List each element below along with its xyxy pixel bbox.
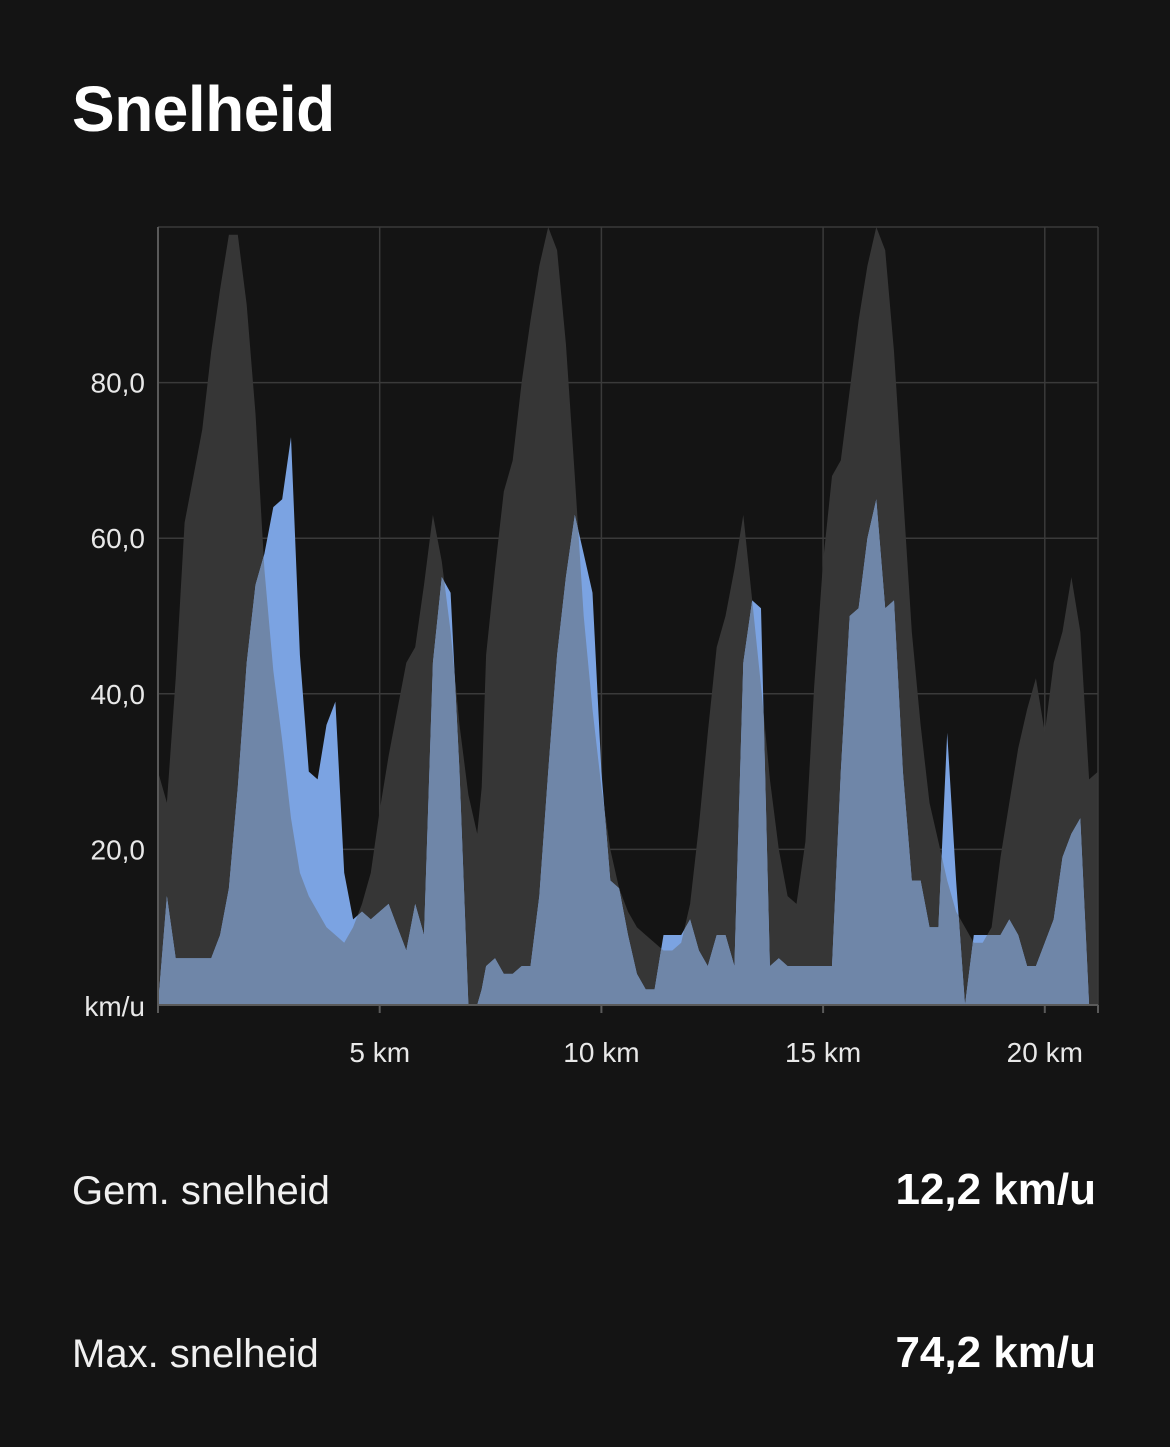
x-tick-label: 20 km [1007,1037,1083,1068]
y-tick-label: 20,0 [91,834,146,865]
max-speed-label: Max. snelheid [72,1332,319,1376]
page-title: Snelheid [72,73,335,145]
speed-overlap-area [158,437,1098,1005]
y-tick-label: 40,0 [91,679,146,710]
y-tick-label: 80,0 [91,368,146,399]
max-speed-row: Max. snelheid 74,2 km/u [72,1328,1096,1378]
max-speed-value: 74,2 km/u [895,1328,1096,1377]
avg-speed-label: Gem. snelheid [72,1169,330,1213]
x-tick-label: 15 km [785,1037,861,1068]
x-tick-label: 5 km [349,1037,410,1068]
avg-speed-value: 12,2 km/u [895,1165,1096,1214]
speed-chart: 20,0 40,0 60,0 80,0 km/u 5 km 10 km 15 km 20 km [84,226,1099,1068]
chart-ticks: 20,0 40,0 60,0 80,0 km/u 5 km 10 km 15 km 20 km [84,368,1083,1068]
avg-speed-row: Gem. snelheid 12,2 km/u [72,1165,1096,1215]
y-tick-label: 60,0 [91,523,146,554]
chart-frame [157,226,1099,1013]
x-tick-label: 10 km [563,1037,639,1068]
chart-areas [158,227,1098,1006]
y-axis-unit-label: km/u [84,991,145,1022]
